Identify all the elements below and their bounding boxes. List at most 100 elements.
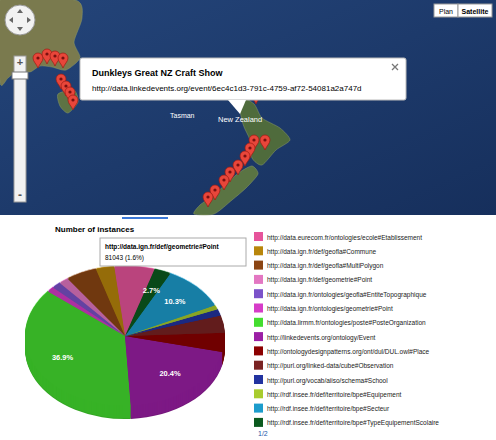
- legend-swatch[interactable]: [254, 389, 263, 398]
- map-type-button[interactable]: [458, 4, 492, 17]
- legend-label[interactable]: http://data.ign.fr/def/geometrie#Point: [267, 276, 372, 284]
- marker-dot[interactable]: [45, 52, 48, 55]
- legend-swatch[interactable]: [254, 261, 263, 270]
- map-marker[interactable]: [260, 135, 270, 150]
- legend-swatch[interactable]: [254, 346, 263, 355]
- map-marker[interactable]: [203, 192, 213, 207]
- marker-pin[interactable]: [203, 192, 213, 207]
- legend-item[interactable]: http://rdf.insee.fr/def/territoire/bpe#T…: [254, 418, 439, 428]
- marker-pin[interactable]: [219, 175, 229, 190]
- legend-item[interactable]: http://data.ign.fr/ontologies/geometrie#…: [254, 304, 393, 314]
- marker-dot[interactable]: [53, 54, 56, 57]
- legend-pager[interactable]: 1/2: [258, 430, 268, 437]
- marker-dot[interactable]: [64, 84, 67, 87]
- legend-item[interactable]: http://data.ign.fr/def/geometrie#Point: [254, 275, 372, 285]
- map-marker[interactable]: [33, 53, 43, 68]
- legend-swatch[interactable]: [254, 289, 263, 298]
- legend-label[interactable]: http://data.lirmm.fr/ontologies/poste#Po…: [267, 319, 426, 327]
- legend-label[interactable]: http://data.ign.fr/ontologies/geometrie#…: [267, 305, 393, 313]
- marker-dot[interactable]: [252, 138, 255, 141]
- legend-item[interactable]: http://rdf.insee.fr/def/territoire/bpe#S…: [254, 404, 390, 414]
- legend-label[interactable]: http://linkedevents.org/ontology/Event: [267, 334, 376, 342]
- marker-dot[interactable]: [243, 154, 246, 157]
- legend-item[interactable]: http://ontologydesignpatterns.org/ont/du…: [254, 346, 430, 356]
- data-label: 36.9%: [52, 353, 74, 362]
- marker-dot[interactable]: [248, 146, 251, 149]
- tooltip-text: http://data.ign.fr/def/geometrie#Point: [105, 243, 220, 251]
- marker-dot[interactable]: [228, 170, 231, 173]
- marker-dot[interactable]: [236, 163, 239, 166]
- legend-item[interactable]: http://data.ign.fr/ontologies/geofla#Ent…: [254, 289, 427, 299]
- info-title: Dunkleys Great NZ Craft Show: [92, 68, 224, 78]
- legend-label[interactable]: http://data.ign.fr/def/geofla#MultiPolyg…: [267, 262, 384, 270]
- info-close[interactable]: [392, 64, 398, 70]
- australia: [0, 0, 82, 85]
- tooltip: http://data.ign.fr/def/geometrie#Point81…: [100, 238, 246, 266]
- legend-swatch[interactable]: [254, 418, 263, 427]
- south-island: [194, 166, 258, 215]
- legend-swatch[interactable]: [254, 275, 263, 284]
- plot-area: [25, 265, 225, 419]
- marker-pin[interactable]: [58, 53, 68, 68]
- legend-label[interactable]: http://purl.org/vocab/aiiso/schema#Schoo…: [267, 377, 388, 385]
- legend-swatch[interactable]: [254, 318, 263, 327]
- legend-item[interactable]: http://rdf.insee.fr/def/territoire/bpe#E…: [254, 389, 402, 399]
- map-marker[interactable]: [68, 95, 78, 110]
- zoom-control[interactable]: +-: [5, 5, 35, 202]
- data-label: 20.4%: [159, 369, 181, 378]
- legend-item[interactable]: http://purl.org/vocab/aiiso/schema#Schoo…: [254, 375, 388, 385]
- info-pointer: [228, 100, 246, 114]
- legend-item[interactable]: http://purl.org/linked-data/cube#Observa…: [254, 361, 394, 371]
- marker-dot[interactable]: [263, 138, 266, 141]
- map-marker[interactable]: [219, 175, 229, 190]
- legend-swatch[interactable]: [254, 361, 263, 370]
- marker-dot[interactable]: [59, 77, 62, 80]
- zoom-in[interactable]: +: [17, 56, 23, 68]
- marker-dot[interactable]: [36, 56, 39, 59]
- slice-edge: [125, 274, 215, 336]
- marker-dot[interactable]: [213, 188, 216, 191]
- zoom-slider[interactable]: [12, 72, 28, 79]
- legend-swatch[interactable]: [254, 232, 263, 241]
- marker-dot[interactable]: [206, 195, 209, 198]
- pan-control[interactable]: [5, 5, 35, 35]
- legend-label[interactable]: http://data.eurecom.fr/ontologies/ecole#…: [267, 234, 422, 242]
- pan-arrows[interactable]: [9, 9, 31, 31]
- marker-dot[interactable]: [71, 98, 74, 101]
- legend-item[interactable]: http://data.lirmm.fr/ontologies/poste#Po…: [254, 318, 426, 328]
- legend-label[interactable]: http://rdf.insee.fr/def/territoire/bpe#S…: [267, 405, 390, 413]
- tooltip-box: [100, 238, 246, 266]
- legend-item[interactable]: http://data.ign.fr/def/geofla#MultiPolyg…: [254, 261, 384, 271]
- marker-dot[interactable]: [61, 56, 64, 59]
- legend-label[interactable]: http://ontologydesignpatterns.org/ont/du…: [267, 348, 430, 356]
- map-label: New Zealand: [218, 115, 262, 124]
- legend-item[interactable]: http://data.eurecom.fr/ontologies/ecole#…: [254, 232, 422, 242]
- marker-pin[interactable]: [68, 95, 78, 110]
- marker-pin[interactable]: [33, 53, 43, 68]
- marker-pin[interactable]: [260, 135, 270, 150]
- data-label: 10.3%: [164, 297, 186, 306]
- chart-title: Number of instances: [55, 225, 135, 234]
- legend-label[interactable]: http://rdf.insee.fr/def/territoire/bpe#T…: [267, 419, 439, 427]
- marker-dot[interactable]: [68, 90, 71, 93]
- legend-swatch[interactable]: [254, 375, 263, 384]
- legend-swatch[interactable]: [254, 304, 263, 313]
- legend-swatch[interactable]: [254, 404, 263, 413]
- legend-label[interactable]: http://rdf.insee.fr/def/territoire/bpe#E…: [267, 391, 402, 399]
- chart: Number of instances36.9%20.4%10.3%2.7%ht…: [25, 225, 439, 437]
- legend-label[interactable]: http://data.ign.fr/def/geofla#Commune: [267, 248, 377, 256]
- legend-swatch[interactable]: [254, 332, 263, 341]
- map-type-button[interactable]: [434, 4, 458, 17]
- legend-item[interactable]: http://linkedevents.org/ontology/Event: [254, 332, 376, 342]
- map-marker[interactable]: [58, 53, 68, 68]
- map-type-label[interactable]: Satellite: [462, 8, 489, 15]
- legend-label[interactable]: http://purl.org/linked-data/cube#Observa…: [267, 362, 394, 370]
- slice-edge: [125, 333, 225, 352]
- zoom-out[interactable]: -: [18, 188, 22, 202]
- legend-swatch[interactable]: [254, 246, 263, 255]
- marker-dot[interactable]: [222, 178, 225, 181]
- legend-item[interactable]: http://data.ign.fr/def/geofla#Commune: [254, 246, 377, 256]
- pie-top: [25, 265, 225, 405]
- legend-label[interactable]: http://data.ign.fr/ontologies/geofla#Ent…: [267, 291, 427, 299]
- map-type-label[interactable]: Plan: [439, 8, 453, 15]
